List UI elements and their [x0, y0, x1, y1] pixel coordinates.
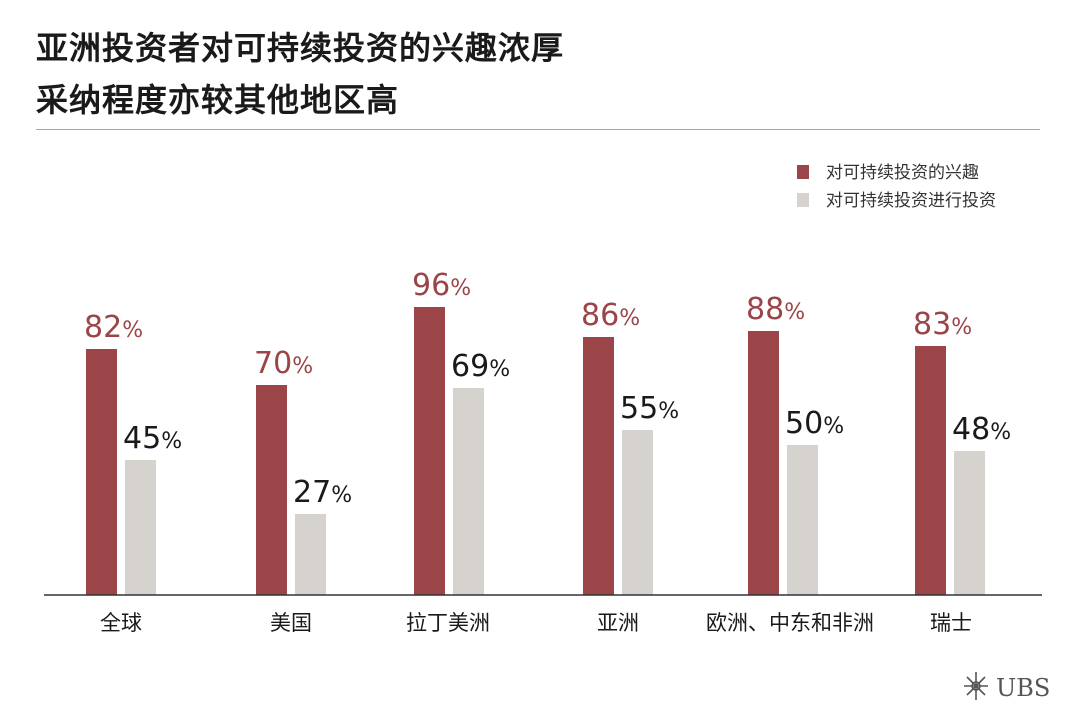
bar-invest-0 — [125, 460, 156, 595]
value-label-interest-5: 83% — [913, 307, 972, 342]
category-label-1: 美国 — [270, 611, 312, 635]
value-label-invest-1: 27% — [293, 475, 352, 510]
value-label-invest-2: 69% — [451, 349, 510, 384]
bar-interest-0 — [86, 349, 117, 595]
value-label-invest-4: 50% — [785, 406, 844, 441]
bar-invest-2 — [453, 388, 484, 595]
category-label-5: 瑞士 — [930, 611, 972, 635]
category-label-2: 拉丁美洲 — [406, 611, 490, 635]
legend-swatch-invest — [797, 193, 809, 207]
category-label-3: 亚洲 — [597, 611, 639, 635]
value-label-interest-4: 88% — [746, 292, 805, 327]
chart-title-line-1: 亚洲投资者对可持续投资的兴趣浓厚 — [36, 29, 565, 67]
bar-invest-1 — [295, 514, 326, 595]
chart-title-line-2: 采纳程度亦较其他地区高 — [36, 81, 400, 119]
value-label-interest-0: 82% — [84, 310, 143, 345]
value-label-invest-0: 45% — [123, 421, 182, 456]
value-label-interest-3: 86% — [581, 298, 640, 333]
ubs-logo-text: UBS — [996, 674, 1050, 702]
bar-invest-4 — [787, 445, 818, 595]
value-label-interest-2: 96% — [412, 268, 471, 303]
bar-invest-3 — [622, 430, 653, 595]
title-divider — [36, 129, 1040, 130]
legend-label-interest: 对可持续投资的兴趣 — [826, 163, 979, 183]
keys-icon — [964, 672, 988, 700]
bar-interest-1 — [256, 385, 287, 595]
bar-interest-4 — [748, 331, 779, 595]
value-label-invest-3: 55% — [620, 391, 679, 426]
bar-interest-3 — [583, 337, 614, 595]
value-label-invest-5: 48% — [952, 412, 1011, 447]
bar-interest-2 — [414, 307, 445, 595]
legend-swatch-interest — [797, 165, 809, 179]
category-label-0: 全球 — [100, 611, 142, 635]
bars: 82% 45% 70% 27% 96% 69% 86% 55% 88% 50% 83% 48% — [84, 268, 1011, 595]
bar-invest-5 — [954, 451, 985, 595]
legend-label-invest: 对可持续投资进行投资 — [826, 191, 996, 211]
bar-interest-5 — [915, 346, 946, 595]
chart-title: 亚洲投资者对可持续投资的兴趣浓厚 采纳程度亦较其他地区高 — [36, 22, 564, 126]
value-label-interest-1: 70% — [254, 346, 313, 381]
ubs-logo: UBS — [964, 672, 1050, 702]
category-label-4: 欧洲、中东和非洲 — [706, 611, 874, 635]
category-labels: 全球 美国 拉丁美洲 亚洲 欧洲、中东和非洲 瑞士 — [100, 611, 972, 635]
